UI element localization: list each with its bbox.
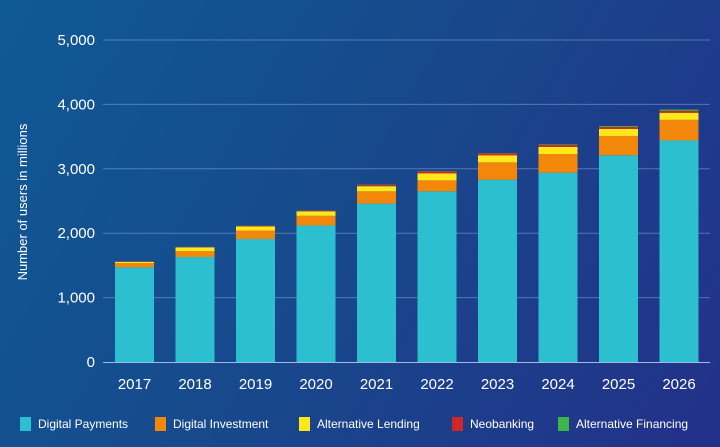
bar-segment [175, 247, 215, 252]
bar-segment [599, 128, 638, 136]
bar-stack [296, 210, 336, 362]
bar-segment [115, 263, 154, 268]
legend-label: Alternative Financing [576, 417, 688, 431]
bar-segment [478, 153, 517, 156]
bar-stack [417, 171, 457, 362]
bar-segment [599, 135, 638, 156]
bar-segment [659, 112, 699, 120]
legend-item: Digital Payments [20, 417, 128, 431]
y-tick-label: 4,000 [57, 96, 95, 113]
legend-swatch [558, 417, 569, 431]
legend-swatch [155, 417, 166, 431]
bar-segment [478, 155, 517, 163]
y-axis-title: Number of users in millions [15, 123, 30, 280]
bar-segment [236, 226, 275, 231]
bar-stack [115, 261, 154, 362]
bar-stack [236, 225, 275, 362]
bar-segment [357, 184, 396, 187]
bar-segment [599, 126, 638, 129]
bar-segment [175, 251, 215, 258]
bars [115, 109, 699, 362]
y-tick-label: 5,000 [57, 32, 95, 49]
bar-stack [538, 144, 578, 362]
bar-segment [659, 109, 699, 111]
x-tick-label: 2018 [178, 376, 211, 393]
legend-label: Digital Investment [173, 417, 269, 431]
x-tick-label: 2021 [360, 376, 393, 393]
y-tick-label: 2,000 [57, 225, 95, 242]
legend-item: Neobanking [452, 417, 534, 431]
bar-segment [538, 144, 578, 145]
legend-swatch [20, 417, 31, 431]
bar-segment [478, 179, 517, 362]
x-tick-label: 2023 [481, 376, 514, 393]
bar-segment [538, 172, 578, 362]
x-tick-label: 2024 [541, 376, 574, 393]
legend-item: Digital Investment [155, 417, 269, 431]
bar-stack [478, 153, 517, 362]
legend-swatch [299, 417, 310, 431]
bar-segment [175, 257, 215, 362]
x-tick-label: 2026 [662, 376, 695, 393]
bar-segment [538, 144, 578, 147]
x-tick-label: 2019 [239, 376, 272, 393]
bar-segment [236, 230, 275, 239]
bar-stack [175, 246, 215, 362]
y-tick-label: 0 [87, 354, 95, 371]
legend-label: Digital Payments [38, 417, 128, 431]
bar-segment [357, 191, 396, 204]
bar-segment [115, 267, 154, 362]
bar-segment [417, 171, 457, 174]
bar-segment [538, 153, 578, 173]
bar-segment [599, 155, 638, 362]
bar-segment [236, 225, 275, 227]
legend-swatch [452, 417, 463, 431]
bar-segment [478, 162, 517, 180]
bar-segment [296, 215, 336, 226]
bar-segment [357, 203, 396, 362]
bar-segment [236, 238, 275, 362]
bar-stack [357, 184, 396, 362]
bar-segment [296, 225, 336, 362]
bar-segment [538, 146, 578, 154]
y-tick-label: 3,000 [57, 161, 95, 178]
x-axis-ticks: 2017 2018 2019 2020 2021 2022 2023 2024 2025 2026 [118, 376, 696, 393]
x-tick-label: 2025 [602, 376, 635, 393]
bar-segment [599, 125, 638, 127]
bar-segment [659, 110, 699, 113]
legend-label: Neobanking [470, 417, 534, 431]
legend-item: Alternative Financing [558, 417, 688, 431]
bar-segment [115, 261, 154, 264]
bar-stack [599, 125, 638, 362]
bar-segment [659, 140, 699, 362]
bar-segment [296, 210, 336, 212]
bar-stack [659, 109, 699, 362]
bar-segment [659, 119, 699, 141]
bar-segment [357, 186, 396, 192]
bar-segment [296, 211, 336, 216]
y-tick-label: 1,000 [57, 290, 95, 307]
x-tick-label: 2022 [420, 376, 453, 393]
bar-segment [417, 173, 457, 181]
legend-label: Alternative Lending [317, 417, 420, 431]
y-axis-ticks: 0 1,000 2,000 3,000 4,000 5,000 [57, 32, 95, 371]
x-tick-label: 2017 [118, 376, 151, 393]
bar-segment [417, 180, 457, 192]
x-tick-label: 2020 [299, 376, 332, 393]
bar-segment [417, 191, 457, 362]
legend-item: Alternative Lending [299, 417, 420, 431]
legend: Digital Payments Digital Investment Altern… [20, 417, 688, 431]
